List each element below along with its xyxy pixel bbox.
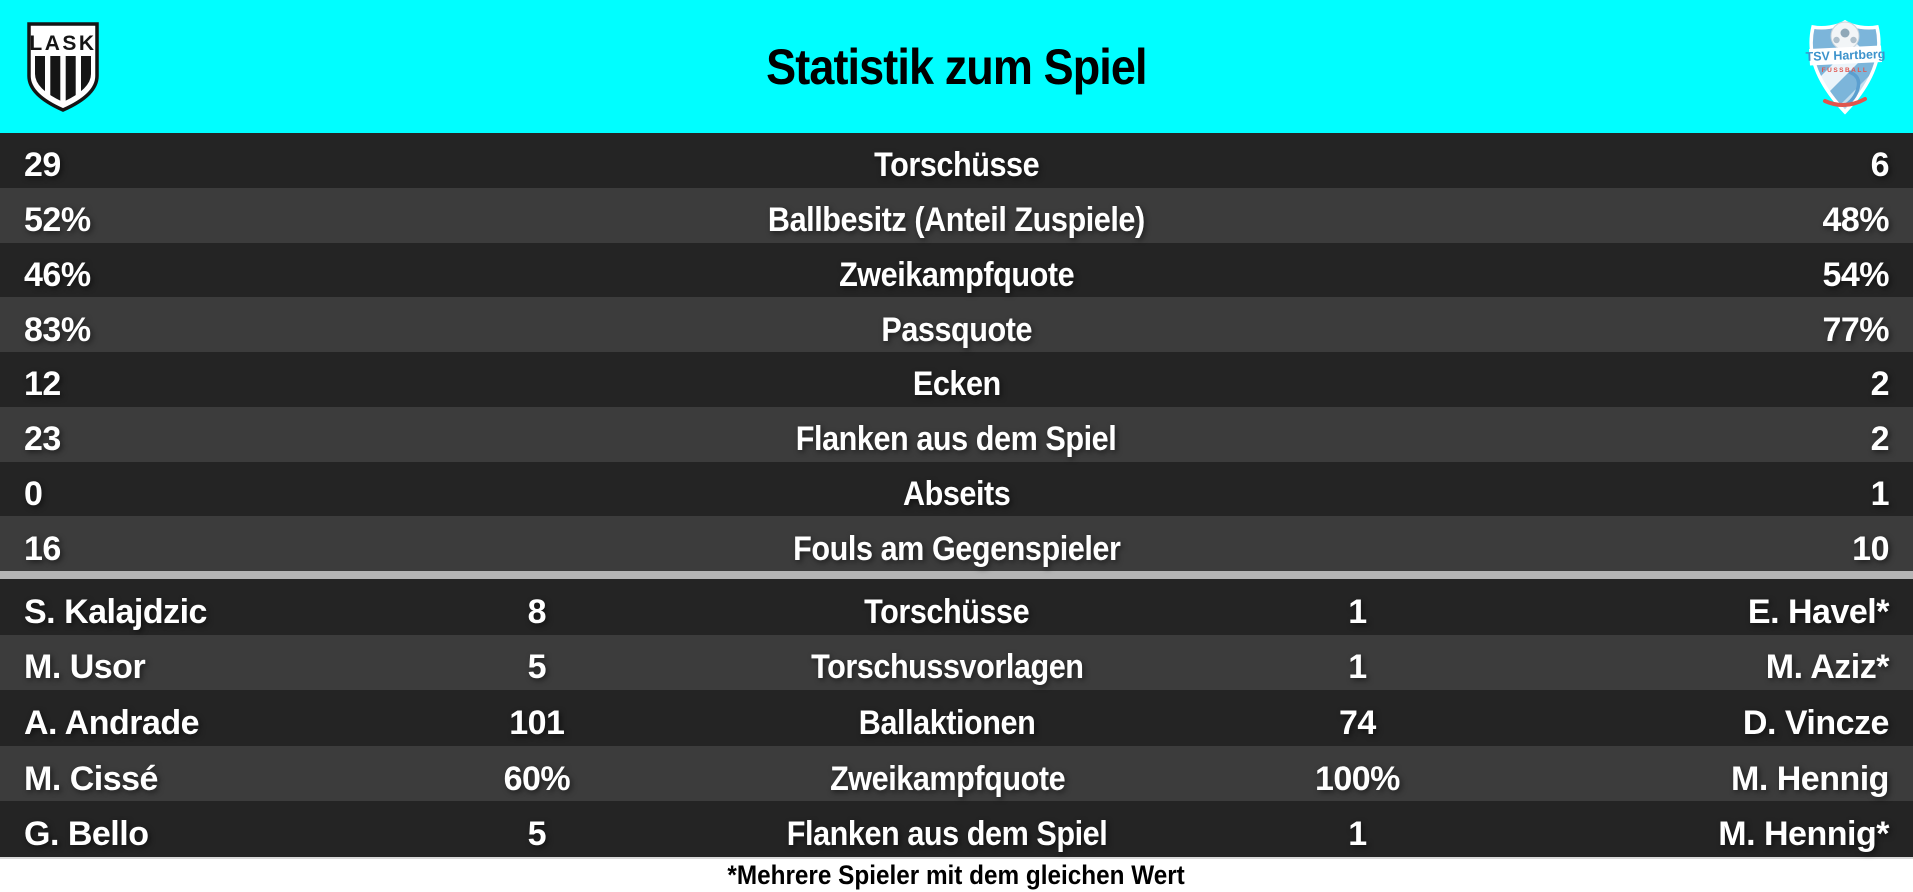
home-value: 5: [527, 648, 547, 687]
home-player: M. Cissé: [24, 759, 158, 798]
away-value: 2: [1870, 365, 1890, 404]
table-row: 83% Passquote 77%: [0, 297, 1913, 352]
hartberg-banner: [1809, 45, 1882, 65]
table-row: S. Kalajdzic 8 Torschüsse 1 E. Havel*: [0, 579, 1913, 635]
lask-logo-text: LASK: [29, 32, 96, 55]
away-player: M. Aziz*: [1765, 648, 1890, 687]
stat-label: Abseits: [902, 474, 1011, 513]
stat-label: Flanken aus dem Spiel: [796, 420, 1117, 459]
away-value: 1: [1348, 648, 1367, 687]
home-value: 29: [24, 146, 61, 185]
header: LASK Statistik zum Spiel: [0, 0, 1913, 133]
home-player: G. Bello: [24, 815, 149, 854]
table-row: A. Andrade 101 Ballaktionen 74 D. Vincze: [0, 690, 1913, 746]
away-value: 6: [1870, 146, 1890, 185]
away-value: 74: [1339, 703, 1376, 742]
away-value: 48%: [1822, 201, 1889, 240]
stat-label: Ecken: [912, 365, 1001, 404]
home-value: 46%: [24, 255, 91, 294]
home-value: 60%: [503, 759, 571, 798]
table-row: G. Bello 5 Flanken aus dem Spiel 1 M. He…: [0, 801, 1913, 857]
page-title-text: Statistik zum Spiel: [766, 38, 1147, 95]
team-stats-table: 29 Torschüsse 6 52% Ballbesitz (Anteil Z…: [0, 133, 1913, 571]
stat-label: Zweikampfquote: [838, 255, 1075, 294]
away-value: 54%: [1822, 255, 1889, 294]
stat-label: Passquote: [881, 310, 1032, 349]
home-value: 83%: [24, 310, 91, 349]
home-player: A. Andrade: [24, 703, 200, 742]
player-stats-table: S. Kalajdzic 8 Torschüsse 1 E. Havel* M.…: [0, 579, 1913, 857]
table-row: 16 Fouls am Gegenspieler 10: [0, 516, 1913, 571]
away-value: 77%: [1822, 310, 1889, 349]
footnote: *Mehrere Spieler mit dem gleichen Wert: [0, 856, 1913, 892]
hartberg-logo: TSV Hartberg FUSSBALL: [1805, 19, 1886, 115]
table-row: 0 Abseits 1: [0, 461, 1913, 517]
home-value: 5: [527, 815, 547, 854]
footnote-text: *Mehrere Spieler mit dem gleichen Wert: [727, 860, 1186, 891]
table-row: 29 Torschüsse 6: [0, 133, 1913, 188]
section-divider: [0, 571, 1913, 579]
stat-label: Flanken aus dem Spiel: [786, 815, 1108, 854]
home-value: 8: [527, 592, 547, 631]
away-value: 1: [1348, 592, 1367, 631]
stat-label: Fouls am Gegenspieler: [792, 529, 1121, 568]
home-player: S. Kalajdzic: [24, 592, 207, 631]
away-value: 2: [1870, 420, 1890, 459]
away-value: 1: [1870, 474, 1890, 513]
stat-label: Torschüsse: [873, 146, 1039, 185]
home-value: 52%: [24, 201, 91, 240]
away-value: 1: [1348, 815, 1367, 854]
table-row: M. Usor 5 Torschussvorlagen 1 M. Aziz*: [0, 634, 1913, 691]
hartberg-sub-text: FUSSBALL: [1822, 67, 1869, 74]
home-player: M. Usor: [24, 648, 146, 687]
stat-label: Torschüsse: [864, 592, 1030, 631]
table-row: M. Cissé 60% Zweikampfquote 100% M. Henn…: [0, 745, 1913, 802]
home-value: 101: [509, 703, 565, 742]
stat-label: Ballaktionen: [858, 703, 1036, 742]
hartberg-banner-text: TSV Hartberg: [1805, 47, 1885, 64]
home-value: 16: [24, 529, 61, 568]
away-value: 10: [1852, 529, 1889, 568]
page-title: Statistik zum Spiel: [0, 0, 1913, 133]
away-player: D. Vincze: [1742, 703, 1890, 742]
away-player: M. Hennig: [1731, 759, 1889, 798]
lask-logo: LASK: [27, 21, 99, 112]
table-row: 23 Flanken aus dem Spiel 2: [0, 406, 1913, 462]
home-value: 12: [24, 365, 61, 404]
lask-stripes: [35, 55, 91, 102]
table-row: 52% Ballbesitz (Anteil Zuspiele) 48%: [0, 187, 1913, 243]
home-value: 0: [24, 474, 43, 513]
stat-label: Zweikampfquote: [829, 759, 1066, 798]
home-value: 23: [24, 420, 61, 459]
stat-label: Ballbesitz (Anteil Zuspiele): [768, 201, 1145, 240]
table-row: 46% Zweikampfquote 54%: [0, 242, 1913, 298]
away-player: E. Havel*: [1747, 592, 1890, 631]
table-row: 12 Ecken 2: [0, 352, 1913, 407]
stat-label: Torschussvorlagen: [810, 648, 1084, 687]
away-player: M. Hennig*: [1718, 815, 1889, 854]
away-value: 100%: [1314, 759, 1400, 798]
